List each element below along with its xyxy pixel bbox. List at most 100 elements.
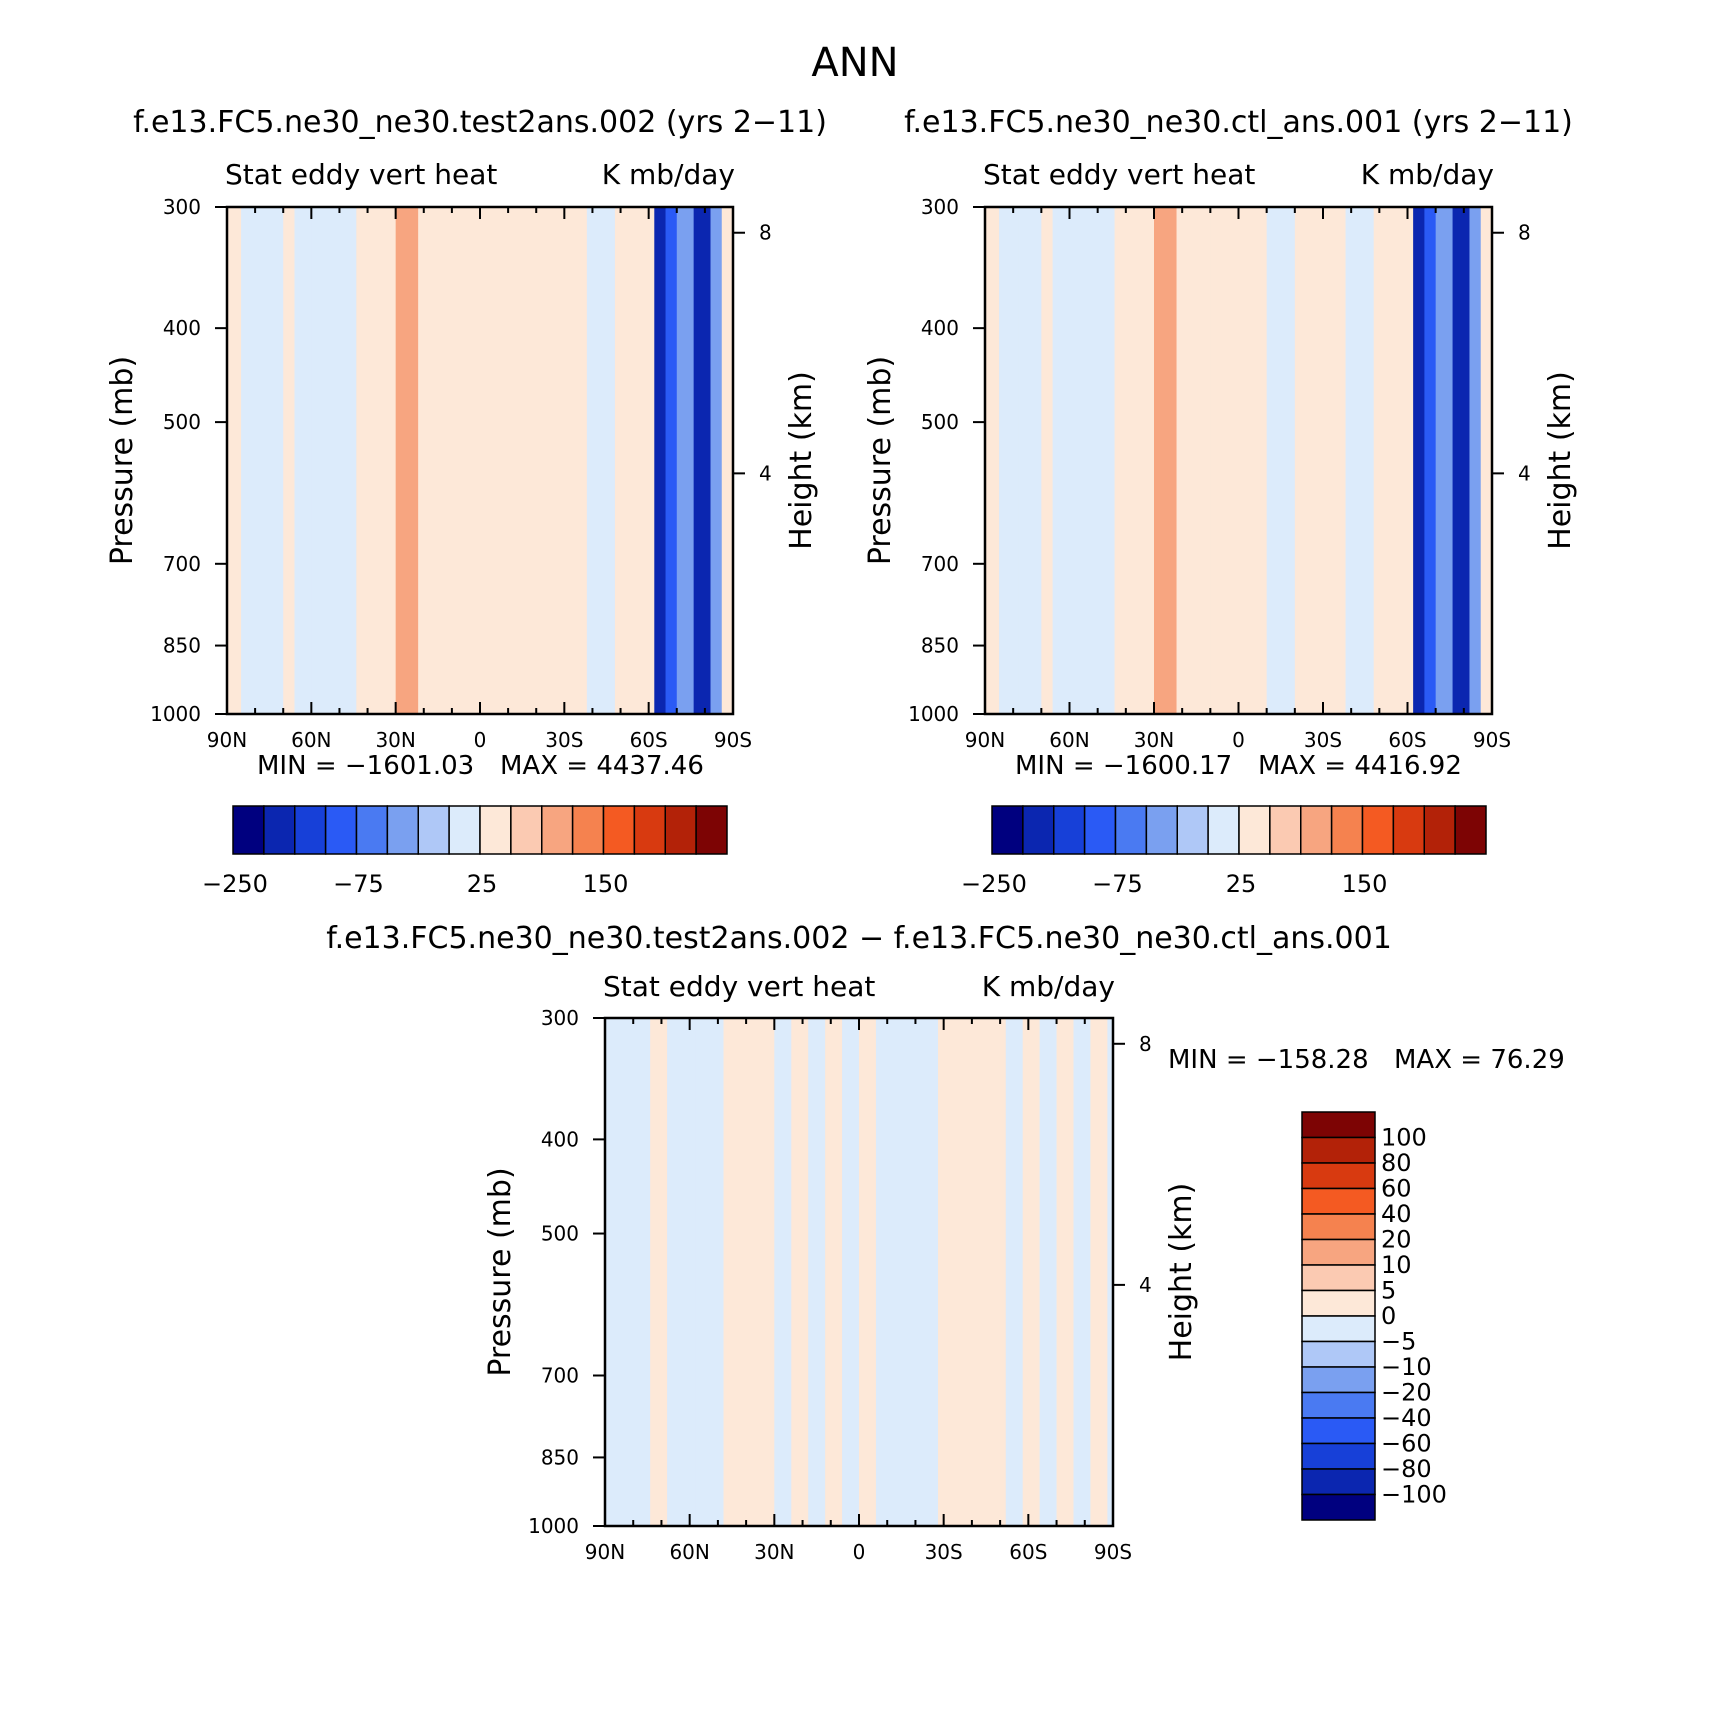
colorbar-box (324, 805, 358, 855)
field-band (1480, 207, 1493, 714)
y-tick-label: 400 (163, 316, 201, 340)
max-label: MAX = 4416.92 (1258, 751, 1462, 781)
colorbar-label: −75 (333, 870, 384, 898)
field-band (1210, 207, 1239, 714)
field-band (1056, 1018, 1074, 1526)
x-tick-label: 90S (1473, 728, 1511, 752)
field-band (875, 1018, 894, 1526)
panel-diff: f.e13.FC5.ne30_ne30.test2ans.002 − f.e13… (326, 921, 1565, 1564)
field-band (757, 1018, 775, 1526)
y-tick-label: 500 (163, 410, 201, 434)
field-band (721, 207, 734, 714)
field-band (480, 207, 509, 714)
field-band (999, 207, 1020, 714)
units-label: K mb/day (602, 158, 735, 191)
field-band (418, 207, 453, 714)
x-tick-label: 0 (1232, 728, 1245, 752)
colorbar-label: 150 (1342, 870, 1388, 898)
colorbar-box (991, 805, 1024, 855)
colorbar-box (541, 805, 574, 855)
field-band (1266, 207, 1296, 714)
colorbar-box (1392, 805, 1425, 855)
colorbar-box (1301, 1340, 1376, 1368)
field-band (892, 1018, 916, 1526)
panel-title: f.e13.FC5.ne30_ne30.test2ans.002 − f.e13… (326, 921, 1392, 956)
x-tick-label: 30S (545, 728, 583, 752)
colorbar-label: −40 (1381, 1404, 1432, 1432)
x-tick-label: 90N (585, 1540, 625, 1564)
colorbar-label: 100 (1381, 1124, 1427, 1152)
colorbar-box (510, 805, 543, 855)
y-right-axis-label: Height (km) (1164, 1183, 1199, 1362)
field-diff (605, 1018, 1114, 1526)
variable-label: Stat eddy vert heat (603, 970, 875, 1003)
field-band (1435, 207, 1454, 714)
field-band (1176, 207, 1211, 714)
variable-label: Stat eddy vert heat (983, 158, 1255, 191)
field-band (695, 1018, 725, 1526)
field-test (227, 207, 734, 714)
field-band (983, 1018, 1007, 1526)
x-tick-label: 90S (714, 728, 752, 752)
colorbar-label: 5 (1381, 1277, 1396, 1305)
colorbar-box (1301, 1213, 1376, 1241)
field-band (915, 1018, 939, 1526)
y-right-tick-label: 8 (759, 221, 772, 245)
colorbar-box (1454, 805, 1487, 855)
panel-ctl: f.e13.FC5.ne30_ne30.ctl_ans.001 (yrs 2−1… (863, 105, 1578, 898)
colorbar-box (1301, 1391, 1376, 1419)
colorbar-box (263, 805, 296, 855)
colorbar-label: 10 (1381, 1251, 1412, 1279)
y-tick-label: 700 (541, 1364, 579, 1388)
x-tick-label: 30S (925, 1540, 963, 1564)
field-band (294, 207, 312, 714)
panel-test: f.e13.FC5.ne30_ne30.test2ans.002 (yrs 2−… (105, 105, 827, 898)
y-right-tick-label: 8 (1518, 221, 1531, 245)
variable-label: Stat eddy vert heat (225, 158, 497, 191)
field-band (676, 207, 695, 714)
colorbar-box (232, 805, 265, 855)
min-label: MIN = −1601.03 (257, 751, 474, 781)
y-tick-label: 1000 (908, 702, 959, 726)
field-band (774, 1018, 792, 1526)
field-band (842, 1018, 860, 1526)
colorbar-box (386, 805, 419, 855)
colorbar-label: 25 (1226, 870, 1257, 898)
x-tick-label: 0 (853, 1540, 866, 1564)
field-band (227, 207, 242, 714)
colorbar-box (479, 805, 512, 855)
y-tick-label: 700 (163, 552, 201, 576)
x-tick-label: 0 (474, 728, 487, 752)
y-tick-label: 1000 (528, 1514, 579, 1538)
field-band (1317, 207, 1347, 714)
colorbar-label: −5 (1381, 1328, 1416, 1356)
field-band (1396, 207, 1414, 714)
colorbar-box (1423, 805, 1456, 855)
colorbar-box (448, 805, 481, 855)
field-band (791, 1018, 809, 1526)
field-band (1345, 207, 1375, 714)
colorbar-box (1301, 1238, 1376, 1266)
field-band (723, 1018, 741, 1526)
x-tick-label: 60S (1009, 1540, 1047, 1564)
colorbar-label: −80 (1381, 1455, 1432, 1483)
y-tick-label: 700 (921, 552, 959, 576)
colorbar-label: −20 (1381, 1379, 1432, 1407)
colorbar-box (1207, 805, 1240, 855)
y-right-tick-label: 4 (759, 461, 772, 485)
x-tick-label: 60N (669, 1540, 709, 1564)
field-band (1090, 1018, 1108, 1526)
x-tick-label: 60S (1388, 728, 1426, 752)
colorbar-box (602, 805, 636, 855)
y-right-axis-label: Height (km) (1543, 371, 1578, 550)
colorbar-box (417, 805, 450, 855)
field-band (808, 1018, 826, 1526)
colorbar-box (664, 805, 697, 855)
colorbar-box (1238, 805, 1271, 855)
field-band (1452, 207, 1470, 714)
field-band (1469, 207, 1482, 714)
figure-title: ANN (811, 40, 898, 86)
field-band (536, 207, 560, 714)
colorbar-box (1301, 1493, 1376, 1521)
